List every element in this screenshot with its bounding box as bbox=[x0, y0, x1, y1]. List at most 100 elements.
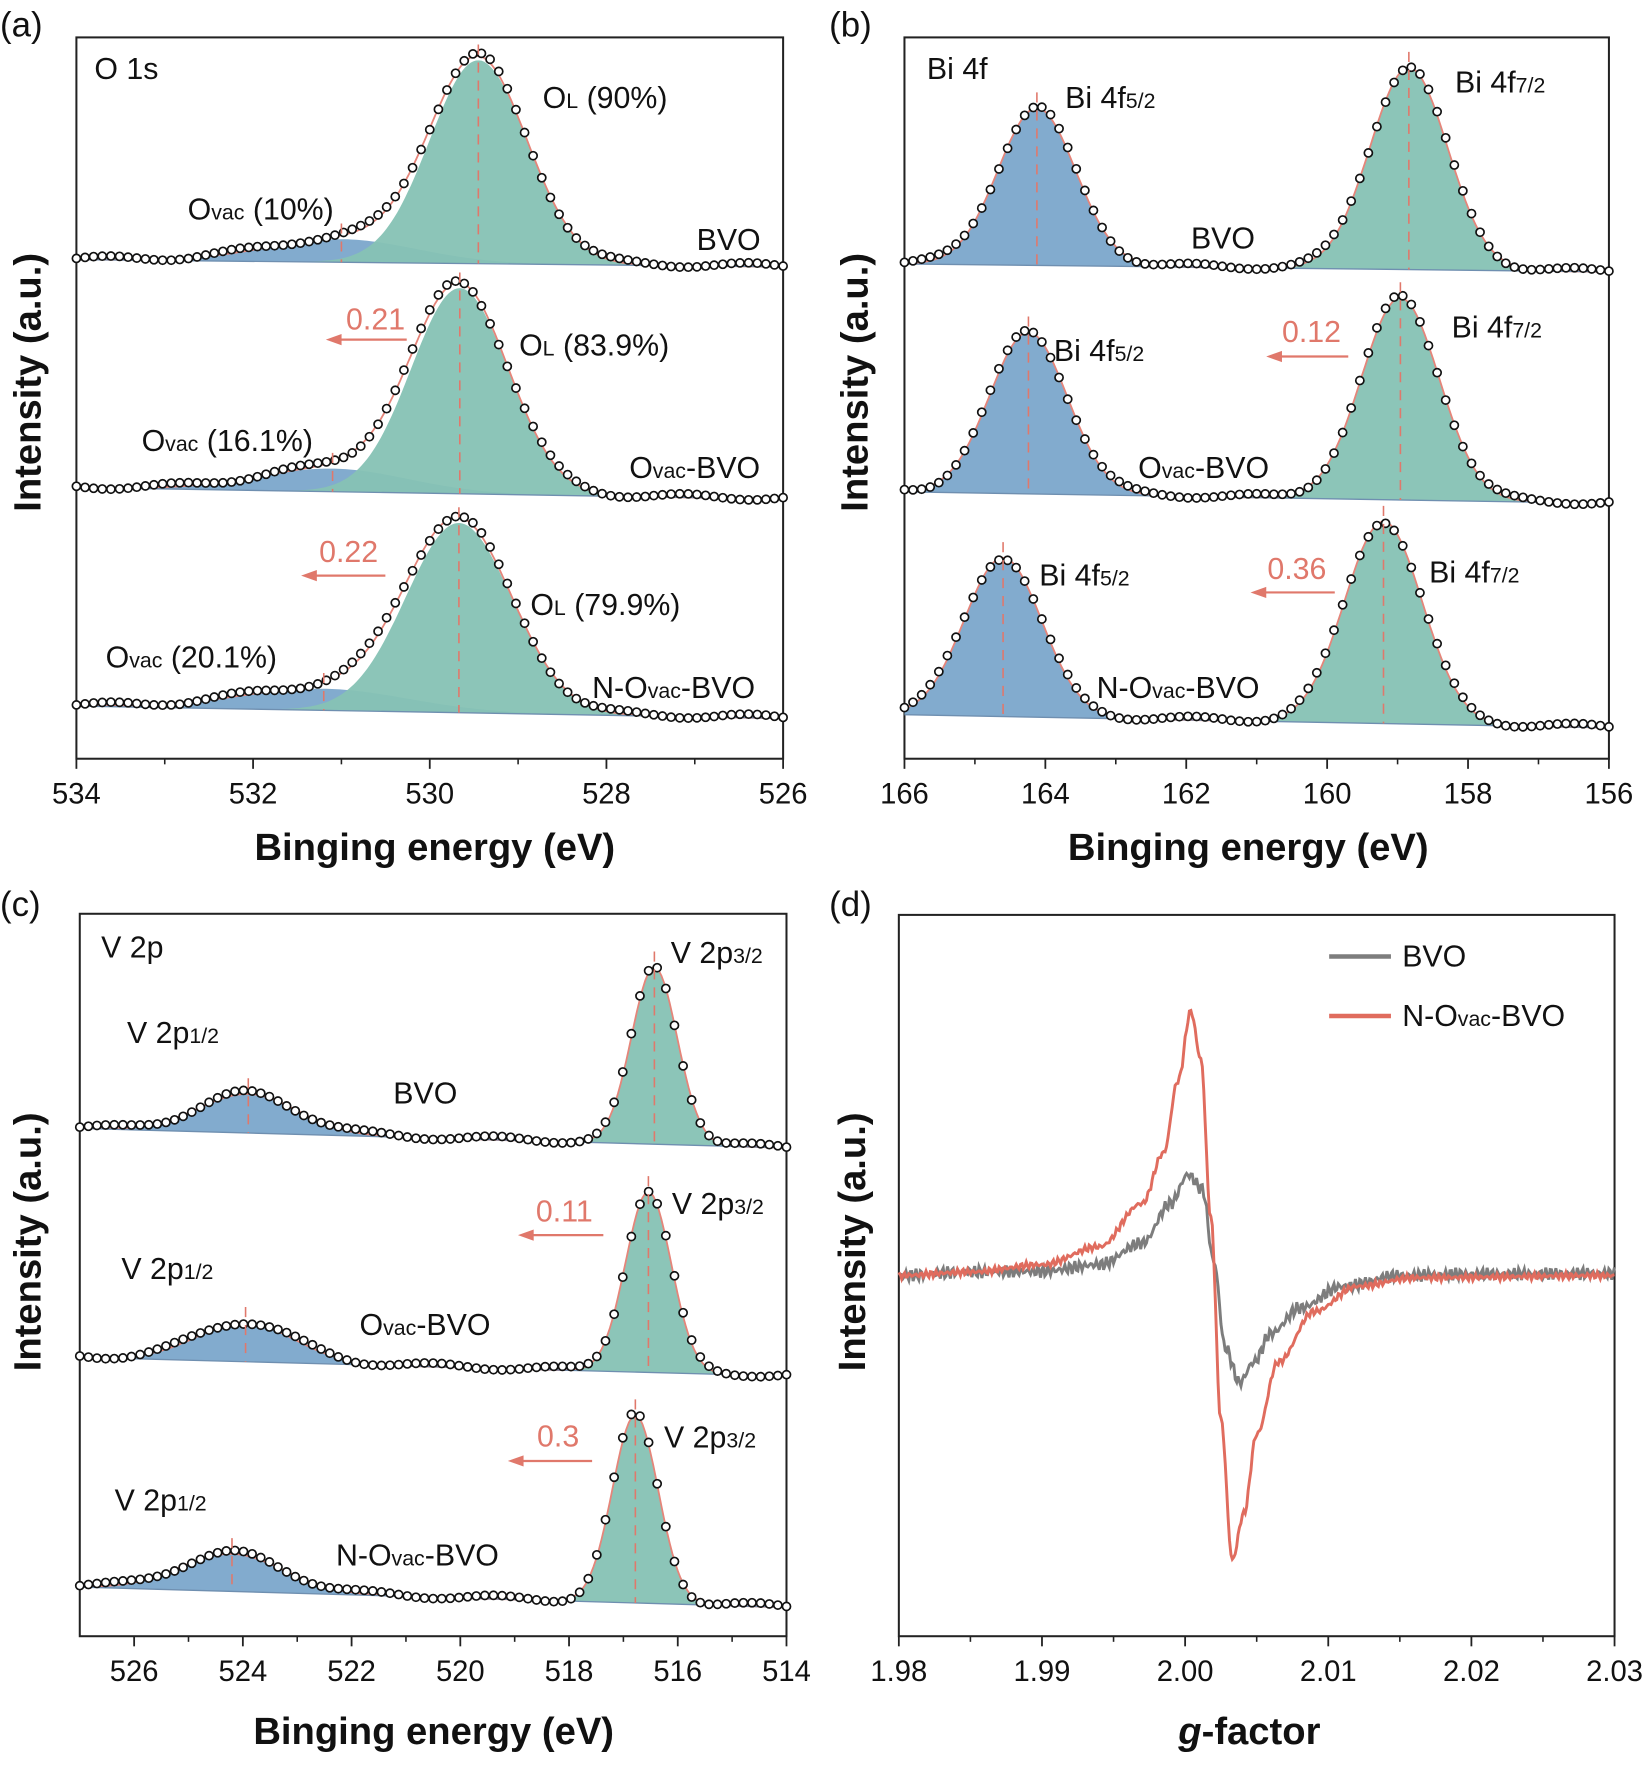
x-axis-title-b: Binging energy (eV) bbox=[1068, 826, 1429, 869]
data-point bbox=[221, 1089, 232, 1099]
data-point bbox=[342, 1584, 352, 1595]
data-point bbox=[411, 1133, 421, 1144]
data-point bbox=[959, 230, 970, 241]
data-point bbox=[566, 1137, 576, 1148]
data-point bbox=[1406, 62, 1417, 73]
data-point bbox=[1148, 259, 1159, 270]
data-point bbox=[261, 241, 271, 252]
data-point bbox=[1286, 703, 1296, 714]
data-point bbox=[511, 598, 521, 609]
data-point bbox=[273, 1096, 283, 1106]
data-point bbox=[669, 1270, 680, 1281]
data-point bbox=[505, 1364, 516, 1375]
data-point bbox=[721, 1598, 732, 1609]
data-point bbox=[1303, 482, 1314, 493]
data-point bbox=[462, 1132, 473, 1143]
data-point bbox=[488, 1364, 499, 1375]
data-point bbox=[1320, 240, 1331, 251]
data-point bbox=[1363, 148, 1374, 158]
data-point bbox=[1389, 525, 1399, 536]
data-point bbox=[609, 1097, 620, 1108]
spectrum-bvo bbox=[74, 951, 792, 1153]
data-point bbox=[140, 254, 151, 264]
data-point bbox=[683, 489, 694, 499]
data-point bbox=[635, 1199, 645, 1210]
shift-label: 0.22 bbox=[319, 536, 378, 569]
data-point bbox=[712, 1136, 723, 1147]
data-point bbox=[304, 681, 314, 692]
data-point bbox=[143, 1347, 154, 1357]
data-point bbox=[390, 385, 401, 396]
data-point bbox=[1320, 648, 1331, 659]
component-fill bbox=[79, 1553, 787, 1608]
data-point bbox=[169, 1114, 180, 1125]
x-tick-label: 2.01 bbox=[1300, 1656, 1357, 1688]
data-point bbox=[355, 648, 366, 659]
shift-label: 0.21 bbox=[346, 304, 405, 337]
data-point bbox=[514, 1133, 525, 1144]
x-tick-label: 522 bbox=[327, 1656, 376, 1688]
data-point bbox=[657, 489, 668, 500]
data-point bbox=[752, 709, 763, 720]
data-point bbox=[252, 471, 263, 482]
data-point bbox=[761, 259, 771, 269]
data-point bbox=[295, 238, 306, 249]
data-point bbox=[131, 253, 142, 263]
data-point bbox=[454, 1133, 464, 1144]
data-point bbox=[755, 1138, 766, 1149]
data-point bbox=[574, 1587, 585, 1598]
data-point bbox=[1251, 264, 1262, 275]
data-point bbox=[778, 492, 789, 503]
data-point bbox=[1131, 257, 1142, 267]
data-point bbox=[1492, 484, 1503, 495]
data-point bbox=[436, 1358, 447, 1369]
data-point bbox=[916, 254, 927, 265]
data-point bbox=[261, 685, 271, 696]
data-point bbox=[1423, 84, 1434, 95]
data-point bbox=[1183, 711, 1193, 722]
data-point bbox=[1397, 540, 1408, 551]
data-point bbox=[925, 252, 936, 262]
x-tick-label: 526 bbox=[110, 1656, 159, 1688]
data-point bbox=[712, 1599, 723, 1610]
data-point bbox=[1586, 498, 1597, 509]
data-point bbox=[1543, 496, 1554, 507]
data-point bbox=[1561, 718, 1571, 729]
data-point bbox=[1475, 227, 1485, 238]
data-point bbox=[298, 1575, 309, 1586]
data-point bbox=[695, 1352, 706, 1362]
data-point bbox=[695, 1118, 706, 1128]
data-point bbox=[476, 300, 487, 311]
data-point bbox=[1518, 264, 1528, 274]
data-point bbox=[445, 1593, 456, 1604]
data-point bbox=[161, 1569, 171, 1579]
data-point bbox=[1311, 667, 1322, 678]
data-point bbox=[178, 1334, 189, 1345]
data-point bbox=[166, 478, 177, 489]
data-point bbox=[1286, 488, 1296, 499]
data-point bbox=[574, 1136, 585, 1147]
data-point bbox=[1122, 714, 1133, 725]
data-point bbox=[445, 1134, 456, 1144]
data-point bbox=[1200, 492, 1211, 503]
data-point bbox=[1045, 634, 1056, 645]
data-point bbox=[485, 318, 495, 329]
component-fill bbox=[79, 1415, 787, 1608]
data-point bbox=[1054, 653, 1064, 664]
peak-label: Ovac (10%) bbox=[188, 193, 334, 226]
data-point bbox=[295, 683, 306, 694]
data-point bbox=[1268, 263, 1279, 273]
spectrum-bvo bbox=[71, 44, 789, 273]
data-point bbox=[1148, 714, 1159, 724]
data-point bbox=[381, 403, 392, 414]
data-point bbox=[269, 685, 280, 696]
data-point bbox=[1449, 160, 1460, 170]
data-point bbox=[307, 1114, 318, 1125]
data-point bbox=[1415, 317, 1425, 327]
data-point bbox=[471, 1591, 482, 1601]
shift-label: 0.3 bbox=[537, 1420, 579, 1453]
data-point bbox=[497, 1365, 508, 1375]
data-point bbox=[1543, 719, 1554, 730]
data-point bbox=[591, 1549, 602, 1560]
data-point bbox=[218, 246, 228, 257]
